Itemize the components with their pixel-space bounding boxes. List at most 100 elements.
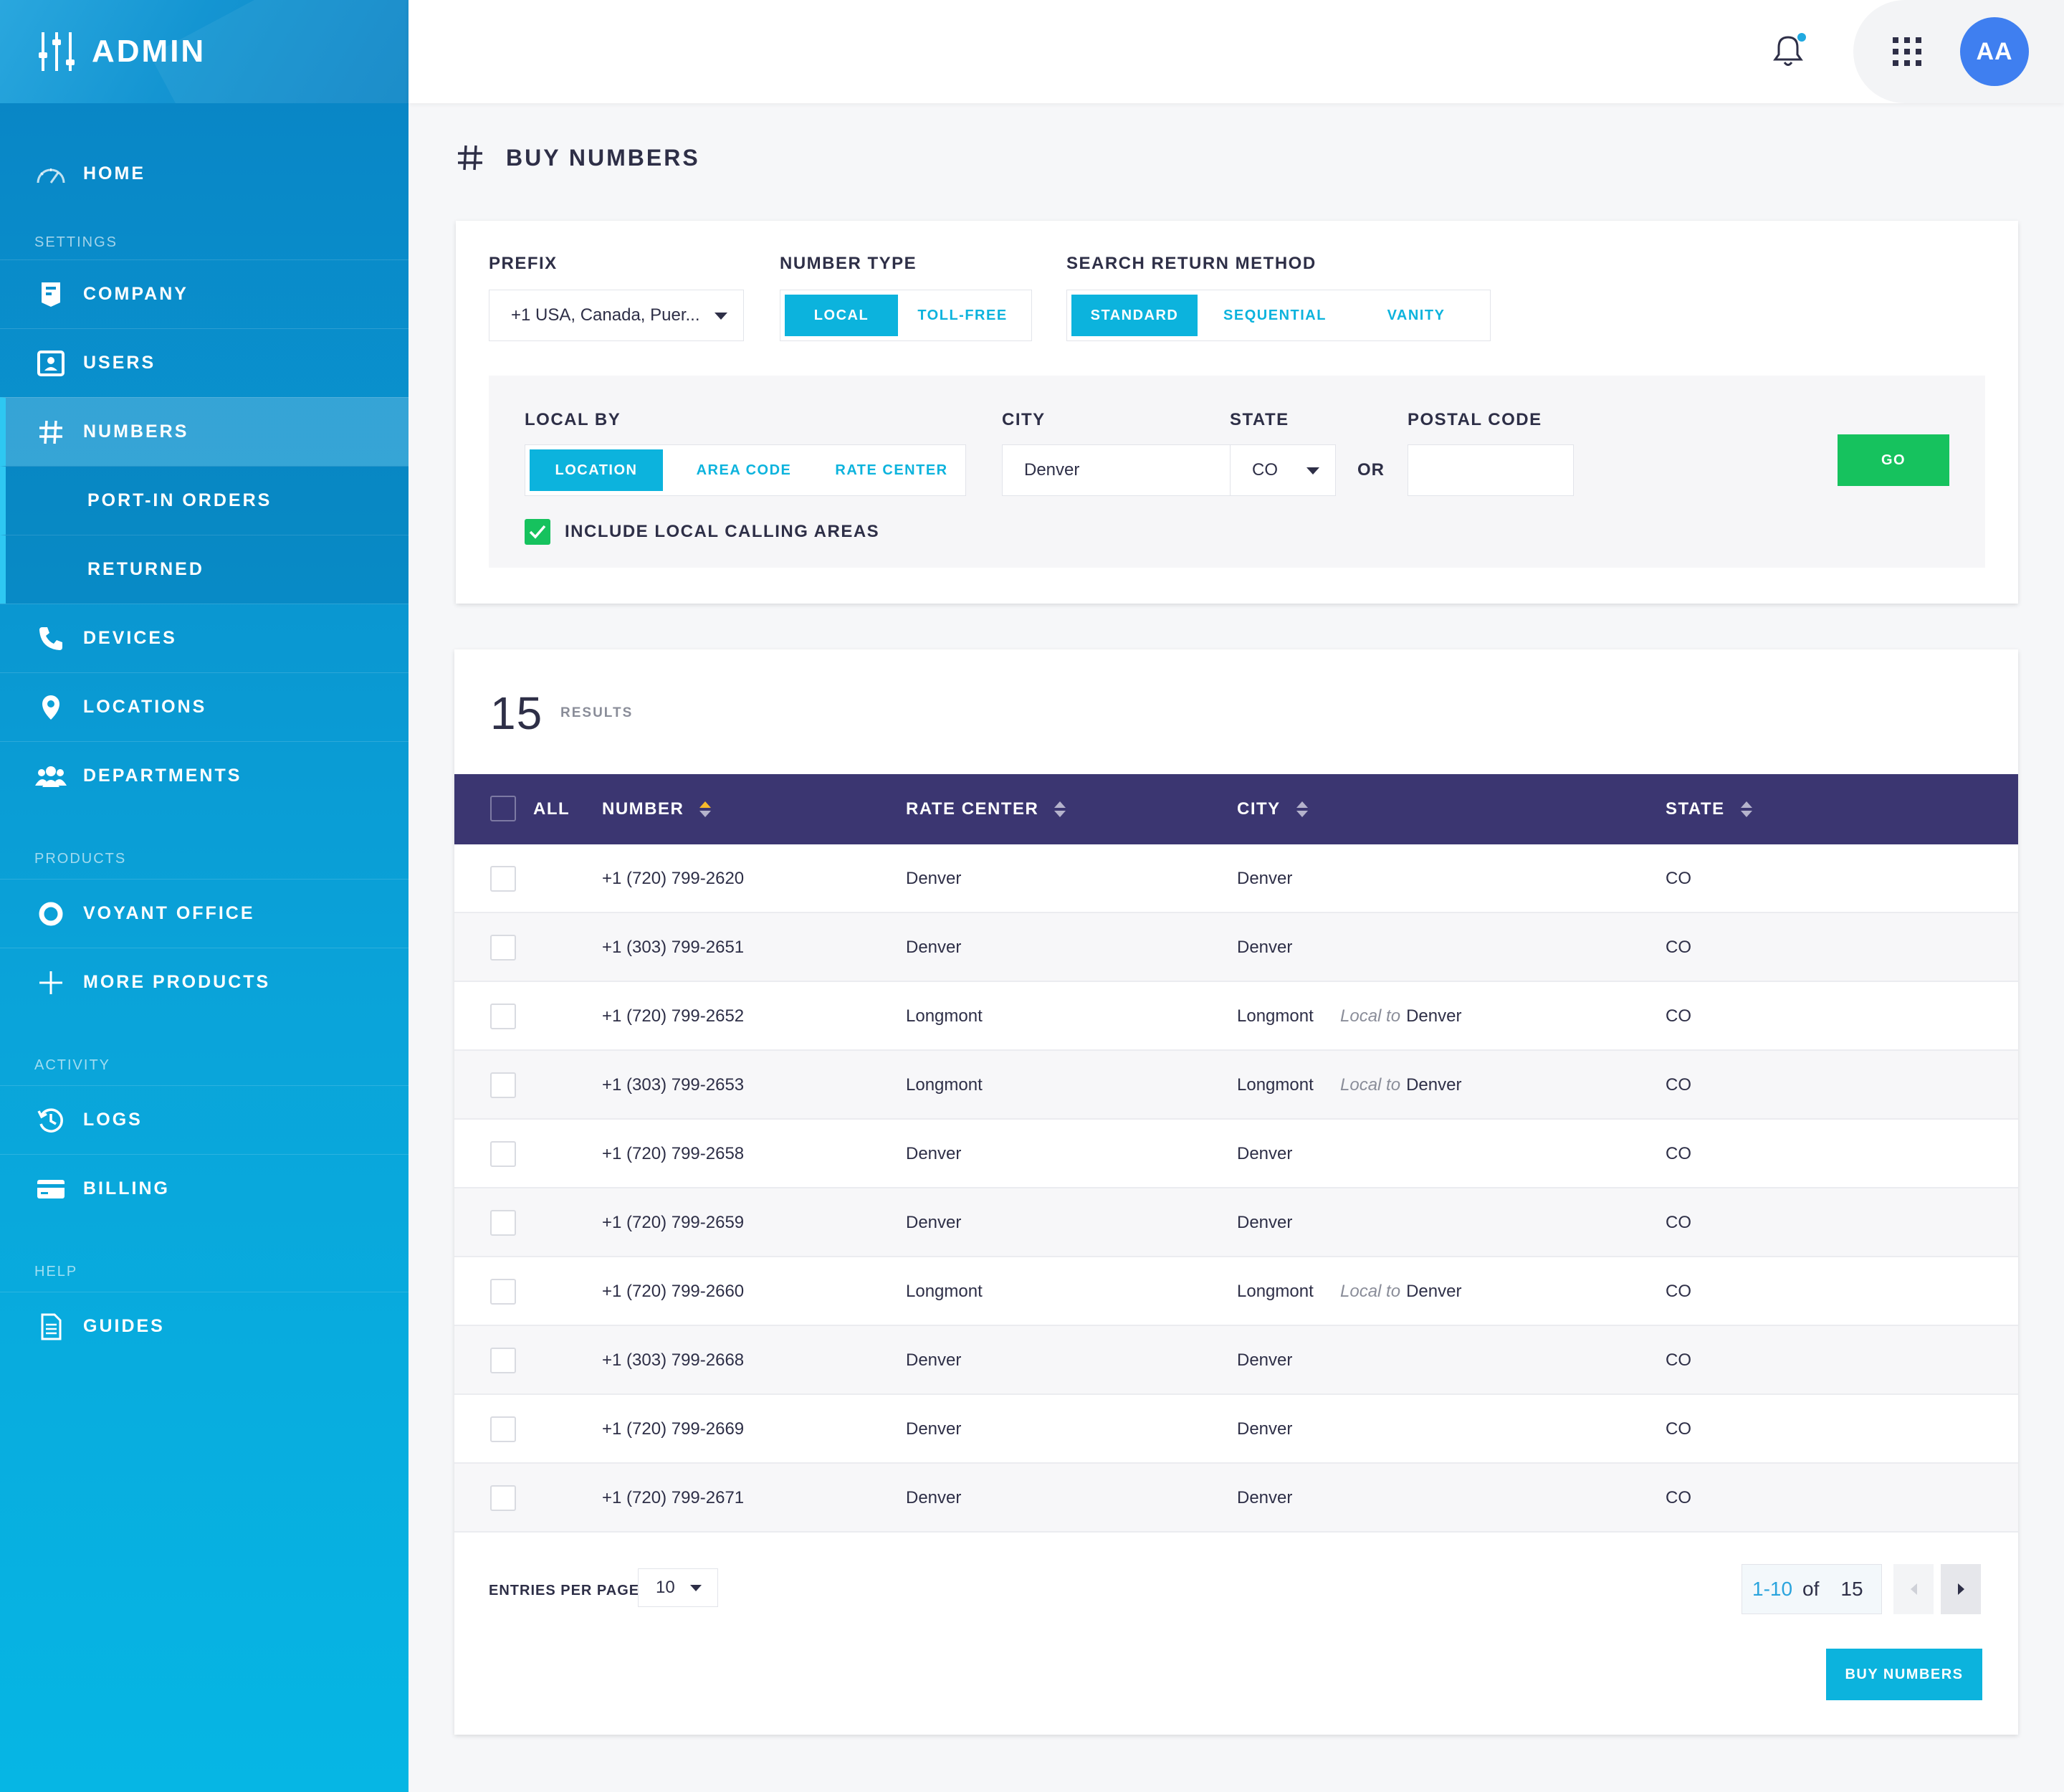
row-checkbox[interactable] [490,1072,516,1098]
sort-icon [699,801,712,817]
section-settings: SETTINGS [34,234,118,250]
header-rate-center[interactable]: RATE CENTER [906,774,1066,844]
sidebar-item-more-products[interactable]: MORE PRODUCTS [0,948,408,1016]
header-rate-center-label: RATE CENTER [906,799,1039,819]
local-by-rate-center[interactable]: RATE CENTER [835,462,948,478]
sidebar-item-logs[interactable]: LOGS [0,1085,408,1154]
user-avatar[interactable]: AA [1960,17,2029,86]
sidebar-subitem-port-in-orders[interactable]: PORT-IN ORDERS [0,466,408,535]
top-bar [408,0,2064,103]
table-row[interactable]: +1 (303) 799-2668 Denver Denver CO [454,1326,2018,1395]
buy-numbers-button[interactable]: BUY NUMBERS [1826,1649,1982,1700]
local-to-prefix: Local to [1340,1075,1401,1095]
number-type-toll-free[interactable]: TOLL-FREE [917,307,1008,323]
company-badge-icon [34,278,67,311]
prefix-select[interactable]: +1 USA, Canada, Puer... [489,290,744,341]
sidebar-item-guides[interactable]: GUIDES [0,1292,408,1360]
group-icon [34,760,67,793]
cell-state: CO [1666,938,1691,957]
number-type-label: NUMBER TYPE [780,254,917,273]
row-checkbox[interactable] [490,1485,516,1511]
sidebar-item-label: COMPANY [83,284,188,304]
sort-icon [1296,801,1308,817]
sort-icon [1054,801,1066,817]
cell-rate-center: Denver [906,1419,962,1439]
sidebar-item-company[interactable]: COMPANY [0,259,408,328]
section-products: PRODUCTS [34,851,127,867]
header-state[interactable]: STATE [1666,774,1752,844]
postal-code-input[interactable] [1408,444,1574,496]
city-input[interactable]: Denver [1002,444,1231,496]
return-method-vanity[interactable]: VANITY [1387,307,1446,323]
notification-bell-icon[interactable] [1769,32,1807,70]
row-checkbox[interactable] [490,1416,516,1442]
header-number[interactable]: NUMBER [602,774,712,844]
cell-number: +1 (720) 799-2660 [602,1282,745,1301]
entries-per-page-select[interactable]: 10 [638,1568,718,1607]
sidebar-item-departments[interactable]: DEPARTMENTS [0,741,408,810]
cell-state: CO [1666,1006,1691,1026]
header-city[interactable]: CITY [1237,774,1308,844]
sidebar-item-billing[interactable]: BILLING [0,1154,408,1223]
table-row[interactable]: +1 (720) 799-2658 Denver Denver CO [454,1120,2018,1188]
results-card: 15 RESULTS ALL NUMBER RATE CENTER CITY S… [454,649,2018,1735]
table-header: ALL NUMBER RATE CENTER CITY STATE [454,774,2018,844]
table-row[interactable]: +1 (720) 799-2659 Denver Denver CO [454,1188,2018,1257]
table-row[interactable]: +1 (720) 799-2671 Denver Denver CO [454,1464,2018,1533]
page-title: BUY NUMBERS [506,144,700,171]
sidebar-item-home[interactable]: HOME [0,139,408,208]
cell-number: +1 (303) 799-2651 [602,938,745,957]
row-checkbox[interactable] [490,1210,516,1236]
row-checkbox[interactable] [490,1004,516,1029]
sidebar-item-devices[interactable]: DEVICES [0,604,408,672]
sidebar-item-voyant-office[interactable]: VOYANT OFFICE [0,879,408,948]
local-by-area-code[interactable]: AREA CODE [696,462,792,478]
go-button[interactable]: GO [1838,434,1949,486]
return-method-sequential[interactable]: SEQUENTIAL [1223,307,1327,323]
select-all-checkbox[interactable] [490,796,516,821]
contact-card-icon [34,347,67,380]
next-page-button[interactable] [1941,1564,1981,1614]
table-row[interactable]: +1 (720) 799-2660 Longmont Longmont Loca… [454,1257,2018,1326]
cell-number: +1 (720) 799-2620 [602,869,745,888]
table-row[interactable]: +1 (720) 799-2652 Longmont Longmont Loca… [454,982,2018,1051]
sidebar-item-label: NUMBERS [83,421,189,442]
include-local-checkbox[interactable] [525,519,550,545]
cell-rate-center: Longmont [906,1006,983,1026]
row-checkbox[interactable] [490,1279,516,1305]
previous-page-button[interactable] [1893,1564,1934,1614]
cell-city: Longmont [1237,1282,1314,1301]
row-checkbox[interactable] [490,935,516,961]
checkmark-icon [529,525,546,539]
table-row[interactable]: +1 (720) 799-2669 Denver Denver CO [454,1395,2018,1464]
state-select[interactable]: CO [1230,444,1336,496]
sidebar-item-label: MORE PRODUCTS [83,972,271,992]
phone-icon [34,622,67,655]
brand-header[interactable]: ADMIN [0,0,408,103]
table-row[interactable]: +1 (720) 799-2620 Denver Denver CO [454,844,2018,913]
cell-state: CO [1666,869,1691,888]
sidebar-subitem-returned[interactable]: RETURNED [0,535,408,604]
cell-rate-center: Denver [906,1350,962,1370]
sidebar-item-users[interactable]: USERS [0,328,408,397]
section-help: HELP [34,1264,78,1279]
number-type-local[interactable]: LOCAL [785,295,898,336]
entries-per-page-label: ENTRIES PER PAGE [489,1583,640,1598]
row-checkbox[interactable] [490,866,516,892]
local-by-location[interactable]: LOCATION [530,449,663,491]
sidebar-item-numbers[interactable]: NUMBERS [0,397,408,466]
table-row[interactable]: +1 (303) 799-2651 Denver Denver CO [454,913,2018,982]
row-checkbox[interactable] [490,1141,516,1167]
app-grid-icon[interactable] [1893,37,1921,66]
return-method-standard[interactable]: STANDARD [1071,295,1198,336]
cell-state: CO [1666,1282,1691,1301]
city-label: CITY [1002,410,1046,429]
cell-local-to: Local to Denver [1340,982,1461,1051]
sidebar-item-label: BILLING [83,1178,170,1198]
sidebar-item-locations[interactable]: LOCATIONS [0,672,408,741]
row-checkbox[interactable] [490,1348,516,1373]
cell-city: Denver [1237,938,1293,957]
table-row[interactable]: +1 (303) 799-2653 Longmont Longmont Loca… [454,1051,2018,1120]
hash-icon [34,416,67,449]
cell-number: +1 (303) 799-2668 [602,1350,745,1370]
